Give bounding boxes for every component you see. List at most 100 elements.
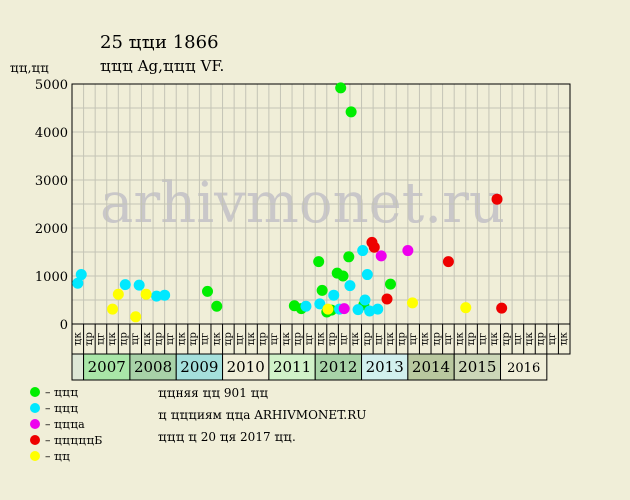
half-year-label: ҵг <box>408 333 419 346</box>
data-point <box>151 290 163 302</box>
half-year-label: ҵр <box>466 332 477 346</box>
year-label: 2014 <box>412 358 450 376</box>
half-year-label: ҵк <box>72 331 83 345</box>
legend-marker <box>30 419 40 429</box>
data-point <box>112 288 124 300</box>
half-year-label: ҵр <box>258 332 269 346</box>
half-year-label: ҵк <box>107 331 118 345</box>
half-year-label: ҵр <box>397 332 408 346</box>
year-band <box>71 353 85 381</box>
data-point <box>442 256 454 268</box>
data-point <box>140 288 152 300</box>
legend-marker <box>30 403 40 413</box>
half-year-label: ҵк <box>281 331 292 345</box>
data-point <box>460 302 472 314</box>
footer-note: ҵҵняя ҵҵ 901 ҵҵ ҵ ҵҵҵиям ҵҵа ARHIVMONET.… <box>158 382 366 448</box>
legend-marker <box>30 387 40 397</box>
year-label: 2015 <box>458 358 496 376</box>
year-band <box>268 353 316 381</box>
half-year-label: ҵр <box>292 332 303 346</box>
half-year-label: ҵр <box>153 332 164 346</box>
half-year-label: ҵг <box>547 333 558 346</box>
data-point <box>344 280 356 292</box>
data-point <box>211 300 223 312</box>
half-year-label: ҵк <box>177 331 188 345</box>
half-year-label: ҵк <box>559 331 570 345</box>
data-point <box>328 289 340 301</box>
year-band <box>222 353 270 381</box>
data-point <box>491 193 503 205</box>
y-tick-label: 1000 <box>35 270 68 285</box>
y-tick-label: 5000 <box>35 78 68 93</box>
y-tick-label: 0 <box>60 318 68 333</box>
data-point <box>359 294 371 306</box>
year-label: 2007 <box>88 358 126 376</box>
y-tick-label: 4000 <box>35 126 68 141</box>
half-year-label: ҵк <box>246 331 257 345</box>
year-label: 2016 <box>507 361 540 376</box>
half-year-label: ҵк <box>350 331 361 345</box>
half-year-label: ҵг <box>130 333 141 346</box>
half-year-label: ҵк <box>211 331 222 345</box>
year-label: 2008 <box>134 358 172 376</box>
data-point <box>335 82 347 94</box>
year-label: 2009 <box>180 358 218 376</box>
legend-item: – ҵҵҵ <box>30 400 102 416</box>
data-point <box>133 279 145 291</box>
half-year-label: ҵг <box>234 333 245 346</box>
legend-item: – ҵҵҵ <box>30 384 102 400</box>
legend-marker <box>30 451 40 461</box>
half-year-label: ҵг <box>373 333 384 346</box>
y-tick-label: 3000 <box>35 174 68 189</box>
half-year-label: ҵр <box>188 332 199 346</box>
half-year-label: ҵг <box>512 333 523 346</box>
data-point <box>352 304 364 316</box>
year-band <box>314 353 363 381</box>
data-point <box>300 300 312 312</box>
legend-item: – ҵҵҵҵҵБ <box>30 432 102 448</box>
year-label: 2010 <box>227 358 265 376</box>
legend-label: – ҵҵҵ <box>45 385 79 399</box>
data-point <box>159 289 171 301</box>
half-year-label: ҵг <box>95 333 106 346</box>
data-point <box>75 269 87 281</box>
y-tick-label: 2000 <box>35 222 68 237</box>
legend-label: – ҵҵҵҵҵБ <box>45 433 103 447</box>
half-year-label: ҵр <box>431 332 442 346</box>
year-label: 2011 <box>273 358 311 376</box>
chart-subtitle: ҵҵҵ Ag,ҵҵҵ VF. <box>100 57 225 75</box>
year-band <box>175 353 224 381</box>
year-label: 2012 <box>319 358 357 376</box>
y-axis-unit-label: ҵҵ,ҵҵ <box>10 61 49 75</box>
data-point <box>202 285 214 297</box>
data-point <box>372 303 384 315</box>
data-point <box>357 245 369 257</box>
footer-line-1: ҵҵняя ҵҵ 901 ҵҵ <box>158 386 269 400</box>
data-point <box>402 245 414 257</box>
half-year-label: ҵр <box>327 332 338 346</box>
data-point <box>107 303 119 315</box>
chart-title: 25 ҵҵи 1866 <box>100 32 219 53</box>
data-point <box>375 250 387 262</box>
year-band <box>453 353 502 381</box>
legend-marker <box>30 435 40 445</box>
data-point <box>338 303 350 315</box>
half-year-label: ҵг <box>304 333 315 346</box>
half-year-label: ҵк <box>454 331 465 345</box>
legend: – ҵҵҵ – ҵҵҵ – ҵҵҵа – ҵҵҵҵҵБ – ҵҵ <box>30 384 102 464</box>
data-point <box>316 284 328 296</box>
half-year-label: ҵг <box>339 333 350 346</box>
footer-line-3: ҵҵҵ ҵ 20 ҵя 2017 ҵҵ. <box>158 430 296 444</box>
data-point <box>313 256 325 268</box>
half-year-label: ҵк <box>420 331 431 345</box>
data-point <box>496 302 508 314</box>
half-year-label: ҵк <box>385 331 396 345</box>
data-point <box>406 297 418 309</box>
half-year-label: ҵг <box>200 333 211 346</box>
data-point <box>384 278 396 290</box>
half-year-label: ҵг <box>478 333 489 346</box>
half-year-label: ҵр <box>84 332 95 346</box>
half-year-label: ҵк <box>316 331 327 345</box>
data-point <box>368 241 380 253</box>
